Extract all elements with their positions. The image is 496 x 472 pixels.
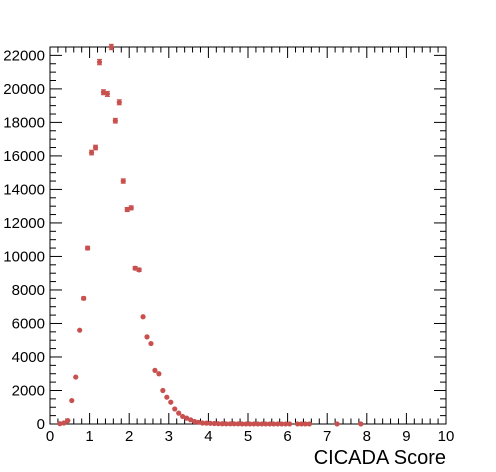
data-point <box>164 394 170 400</box>
data-point <box>92 144 99 151</box>
data-point <box>279 421 285 427</box>
data-point <box>294 421 301 427</box>
x-tick-label: 0 <box>46 428 54 445</box>
data-point <box>302 421 309 427</box>
y-tick-label: 4000 <box>12 349 45 366</box>
data-point <box>77 327 83 333</box>
data-point <box>271 421 277 427</box>
y-axis-tick-labels: 0 2000 4000 6000 8000 10000 12000 14000 16000 180… <box>3 47 45 433</box>
data-point <box>306 421 312 427</box>
x-tick-label: 2 <box>125 428 133 445</box>
data-point <box>81 295 87 301</box>
y-tick-label: 6000 <box>12 315 45 332</box>
data-point <box>191 418 198 425</box>
y-tick-label: 16000 <box>3 148 45 165</box>
data-point <box>96 59 103 65</box>
data-point <box>112 118 118 124</box>
y-tick-label: 20000 <box>3 81 45 98</box>
y-tick-label: 22000 <box>3 47 45 64</box>
data-point <box>108 44 114 50</box>
data-point <box>283 421 289 427</box>
y-tick-label: 8000 <box>12 282 45 299</box>
data-point <box>61 420 67 426</box>
data-point <box>160 387 166 394</box>
y-tick-label: 2000 <box>12 382 45 399</box>
x-tick-label: 10 <box>438 428 455 445</box>
data-point <box>247 421 253 427</box>
data-point <box>116 99 122 105</box>
data-point <box>120 178 126 184</box>
data-point <box>195 419 202 425</box>
x-tick-label: 4 <box>204 428 212 445</box>
y-axis-ticks <box>50 46 446 425</box>
y-tick-label: 14000 <box>3 181 45 198</box>
data-point <box>132 265 138 271</box>
data-point <box>88 149 95 156</box>
data-point <box>358 421 364 427</box>
x-tick-label: 5 <box>244 428 252 445</box>
data-point <box>128 205 134 211</box>
data-point <box>104 91 111 97</box>
data-point <box>199 420 206 426</box>
data-point <box>251 421 257 427</box>
data-point <box>223 421 229 427</box>
data-point <box>57 421 63 427</box>
y-tick-label: 10000 <box>3 248 45 265</box>
data-point <box>231 421 237 427</box>
data-point <box>275 421 281 427</box>
data-point <box>176 410 182 416</box>
x-axis-ticks <box>49 47 447 424</box>
plot-frame <box>49 46 447 425</box>
x-tick-label: 6 <box>283 428 291 445</box>
x-axis-title: CICADA Score <box>314 447 446 469</box>
data-point <box>85 245 91 251</box>
x-tick-label: 8 <box>363 428 371 445</box>
data-point <box>235 421 241 427</box>
data-point <box>168 399 174 405</box>
x-tick-label: 3 <box>165 428 173 445</box>
x-tick-label: 1 <box>85 428 93 445</box>
data-points <box>57 43 364 427</box>
y-tick-label: 18000 <box>3 114 45 131</box>
data-point <box>227 421 233 427</box>
data-point <box>69 397 75 404</box>
data-point <box>267 421 273 427</box>
data-point <box>215 421 221 427</box>
data-point <box>140 314 146 320</box>
data-point <box>298 421 305 427</box>
data-point <box>255 421 261 427</box>
data-point <box>65 418 71 424</box>
x-tick-label: 9 <box>402 428 410 445</box>
data-point <box>184 415 190 421</box>
data-point <box>136 267 142 273</box>
data-point <box>180 413 186 420</box>
data-point <box>156 371 162 377</box>
data-point <box>263 421 269 427</box>
data-point <box>286 421 293 427</box>
data-point <box>100 89 107 95</box>
x-axis-tick-labels: 0 1 2 3 4 5 6 7 8 9 10 <box>46 428 455 445</box>
data-point <box>219 421 225 427</box>
data-point <box>203 420 210 426</box>
data-point <box>148 340 154 347</box>
data-point <box>172 406 178 412</box>
data-point <box>144 334 150 340</box>
data-point <box>187 417 194 423</box>
data-point <box>239 421 245 427</box>
x-tick-label: 7 <box>323 428 331 445</box>
data-point <box>124 206 130 213</box>
data-point <box>207 420 213 426</box>
data-point <box>73 374 79 380</box>
data-point <box>152 367 158 373</box>
y-tick-label: 12000 <box>3 215 45 232</box>
data-point <box>243 421 249 427</box>
data-point <box>259 421 265 427</box>
data-point <box>334 421 340 427</box>
y-tick-label: 0 <box>37 416 45 433</box>
data-point <box>211 420 217 427</box>
